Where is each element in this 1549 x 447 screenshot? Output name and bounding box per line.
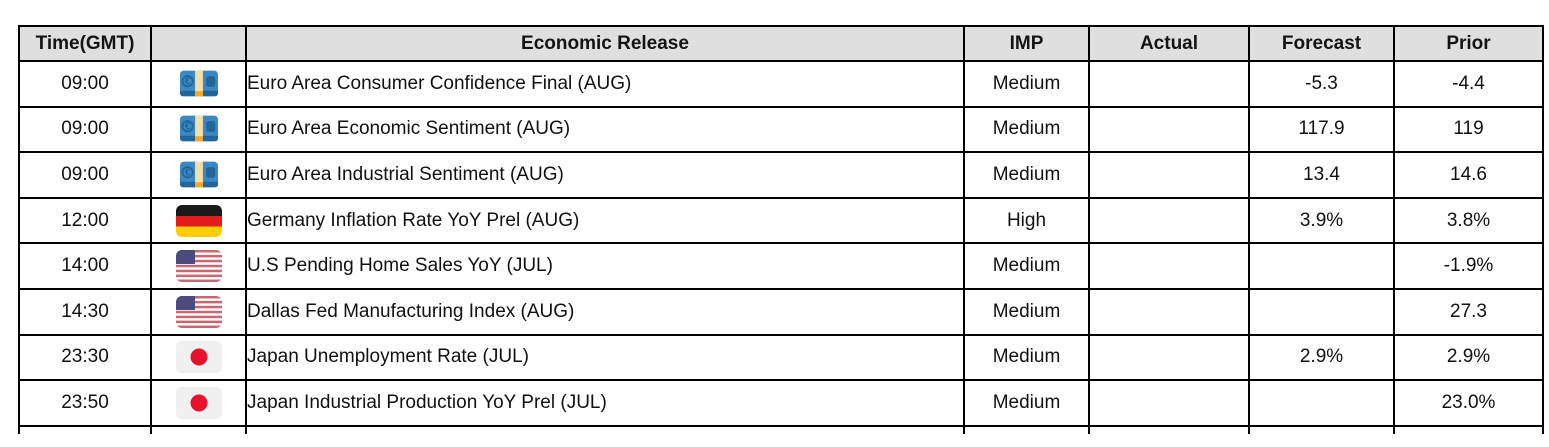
importance-cell: Medium <box>963 60 1090 108</box>
header-imp: IMP <box>963 25 1090 62</box>
header-release: Economic Release <box>245 25 965 62</box>
forecast-cell <box>1248 379 1395 427</box>
header-flag <box>150 25 247 62</box>
svg-text:€: € <box>184 122 190 133</box>
actual-cell <box>1088 287 1250 336</box>
actual-cell <box>1088 196 1250 245</box>
flag-cell: € <box>150 151 247 199</box>
forecast-cell: 117.9 <box>1248 105 1395 154</box>
prior-cell: -1.9% <box>1393 242 1544 290</box>
actual-cell <box>1088 105 1250 154</box>
table-row-8[interactable]: 23:50 Japan Industrial Production YoY Pr… <box>18 379 1544 427</box>
time-cell: 14:00 <box>18 242 152 290</box>
table-row-6[interactable]: 14:30 Dallas Fed Manufacturing Index (AU… <box>18 287 1544 336</box>
actual-cell <box>1088 379 1250 427</box>
header-time: Time(GMT) <box>18 25 152 62</box>
time-cell: 12:00 <box>18 196 152 245</box>
partial-row <box>18 424 1544 434</box>
euro-banknote-icon: € <box>178 115 220 142</box>
header-prior: Prior <box>1393 25 1544 62</box>
flag-cell <box>150 242 247 290</box>
time-cell: 14:30 <box>18 287 152 336</box>
flag-cell <box>150 333 247 382</box>
time-cell: 09:00 <box>18 105 152 154</box>
prior-cell: 2.9% <box>1393 333 1544 382</box>
importance-cell: Medium <box>963 333 1090 382</box>
prior-cell: 14.6 <box>1393 151 1544 199</box>
us-flag-icon <box>175 250 222 283</box>
us-flag-icon <box>175 295 222 328</box>
actual-cell <box>1088 242 1250 290</box>
importance-cell: High <box>963 196 1090 245</box>
forecast-cell: 2.9% <box>1248 333 1395 382</box>
importance-cell: Medium <box>963 105 1090 154</box>
japan-flag-icon <box>175 386 222 419</box>
flag-cell: € <box>150 105 247 154</box>
release-cell: Dallas Fed Manufacturing Index (AUG) <box>245 287 965 336</box>
table-header: Time(GMT) Economic Release IMP Actual Fo… <box>18 25 1544 62</box>
euro-banknote-icon: € <box>178 161 220 188</box>
flag-cell <box>150 287 247 336</box>
table-row-2[interactable]: 09:00 € Euro Area Economic Sentiment (AU… <box>18 105 1544 154</box>
time-cell: 23:30 <box>18 333 152 382</box>
flag-cell <box>150 196 247 245</box>
release-cell: Euro Area Industrial Sentiment (AUG) <box>245 151 965 199</box>
release-cell: Euro Area Economic Sentiment (AUG) <box>245 105 965 154</box>
table-row-7[interactable]: 23:30 Japan Unemployment Rate (JUL) Medi… <box>18 333 1544 382</box>
svg-text:€: € <box>184 168 190 179</box>
time-cell: 09:00 <box>18 151 152 199</box>
table-row-4[interactable]: 12:00 Germany Inflation Rate YoY Prel (A… <box>18 196 1544 245</box>
table-row-3[interactable]: 09:00 € Euro Area Industrial Sentiment (… <box>18 151 1544 199</box>
forecast-cell <box>1248 287 1395 336</box>
importance-cell: Medium <box>963 151 1090 199</box>
germany-flag-icon <box>175 204 222 237</box>
economic-release-table: Time(GMT) Economic Release IMP Actual Fo… <box>18 25 1544 434</box>
release-cell: U.S Pending Home Sales YoY (JUL) <box>245 242 965 290</box>
actual-cell <box>1088 60 1250 108</box>
time-cell: 09:00 <box>18 60 152 108</box>
header-actual: Actual <box>1088 25 1250 62</box>
forecast-cell: -5.3 <box>1248 60 1395 108</box>
header-forecast: Forecast <box>1248 25 1395 62</box>
svg-text:€: € <box>184 76 190 87</box>
release-cell: Japan Industrial Production YoY Prel (JU… <box>245 379 965 427</box>
header-row: Time(GMT) Economic Release IMP Actual Fo… <box>18 25 1544 62</box>
release-cell: Japan Unemployment Rate (JUL) <box>245 333 965 382</box>
prior-cell: 23.0% <box>1393 379 1544 427</box>
table-row-1[interactable]: 09:00 € Euro Area Consumer Confidence Fi… <box>18 60 1544 108</box>
importance-cell: Medium <box>963 242 1090 290</box>
importance-cell: Medium <box>963 379 1090 427</box>
flag-cell: € <box>150 60 247 108</box>
time-cell: 23:50 <box>18 379 152 427</box>
importance-cell: Medium <box>963 287 1090 336</box>
table-row-5[interactable]: 14:00 U.S Pending Home Sales YoY (JUL) M… <box>18 242 1544 290</box>
table-body: 09:00 € Euro Area Consumer Confidence Fi… <box>18 60 1544 434</box>
prior-cell: 119 <box>1393 105 1544 154</box>
japan-flag-icon <box>175 341 222 374</box>
prior-cell: 27.3 <box>1393 287 1544 336</box>
forecast-cell: 13.4 <box>1248 151 1395 199</box>
actual-cell <box>1088 151 1250 199</box>
prior-cell: 3.8% <box>1393 196 1544 245</box>
euro-banknote-icon: € <box>178 70 220 97</box>
forecast-cell: 3.9% <box>1248 196 1395 245</box>
flag-cell <box>150 379 247 427</box>
prior-cell: -4.4 <box>1393 60 1544 108</box>
forecast-cell <box>1248 242 1395 290</box>
release-cell: Euro Area Consumer Confidence Final (AUG… <box>245 60 965 108</box>
release-cell: Germany Inflation Rate YoY Prel (AUG) <box>245 196 965 245</box>
actual-cell <box>1088 333 1250 382</box>
